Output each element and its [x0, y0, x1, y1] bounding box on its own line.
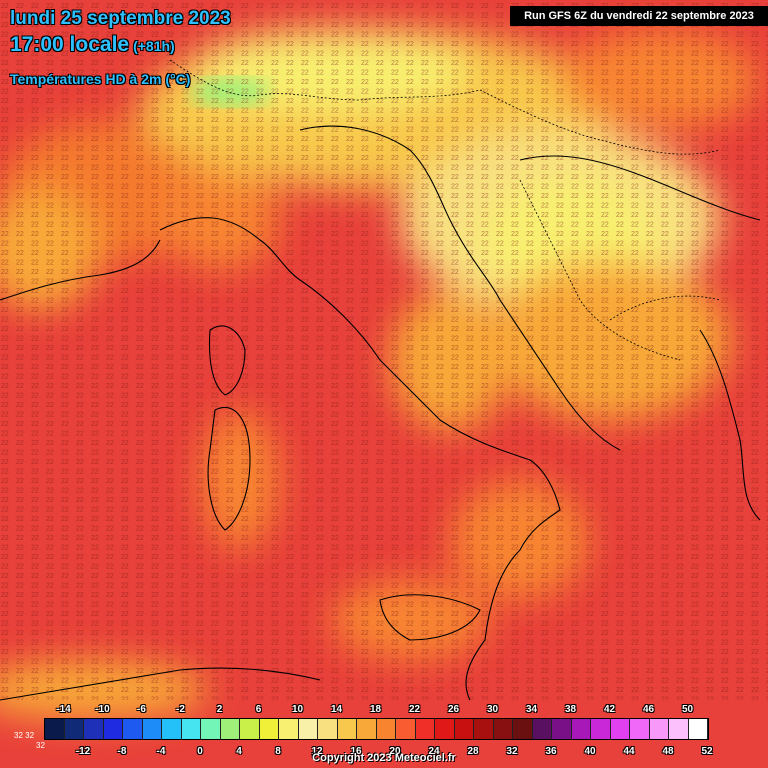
colorbar-swatch [396, 719, 416, 739]
colorbar [44, 718, 709, 740]
colorbar-swatch [435, 719, 455, 739]
legend-tick-bottom: 24 [428, 746, 440, 757]
legend-tick-top: 50 [681, 704, 694, 715]
colorbar-swatch [103, 719, 123, 739]
legend-tick-top: 42 [603, 704, 616, 715]
forecast-date: lundi 25 septembre 2023 [10, 8, 231, 29]
lead-time: (+81h) [133, 38, 175, 54]
colorbar-swatch [415, 719, 435, 739]
corner-value-1: 32 32 [14, 731, 35, 740]
color-legend: 32 32 32 -14 -10 -6 -2 2 6 10 14 18 22 26 30 34 38 42 4… [0, 698, 768, 768]
legend-tick-top: 22 [408, 704, 421, 715]
colorbar-swatch [84, 719, 104, 739]
legend-tick-bottom: -8 [117, 746, 127, 757]
colorbar-swatch [571, 719, 591, 739]
legend-tick-bottom: 28 [467, 746, 479, 757]
legend-tick-top: 46 [642, 704, 655, 715]
legend-tick-bottom: 0 [197, 746, 203, 757]
legend-tick-top: 14 [330, 704, 343, 715]
colorbar-swatch [298, 719, 318, 739]
legend-tick-bottom: 36 [545, 746, 557, 757]
colorbar-swatch [162, 719, 182, 739]
legend-tick-bottom: 12 [311, 746, 323, 757]
legend-tick-bottom: 20 [389, 746, 401, 757]
legend-tick-top: 6 [255, 704, 262, 715]
legend-tick-bottom: 4 [236, 746, 242, 757]
legend-tick-top: -2 [176, 704, 185, 715]
legend-tick-top: 38 [564, 704, 577, 715]
legend-tick-top: 2 [216, 704, 223, 715]
colorbar-swatch [669, 719, 689, 739]
corner-value-2: 32 [36, 741, 45, 750]
colorbar-swatch [240, 719, 260, 739]
colorbar-swatch [649, 719, 669, 739]
variable-title: Températures HD à 2m (°C) [10, 71, 191, 87]
colorbar-swatch [64, 719, 84, 739]
colorbar-swatch [376, 719, 396, 739]
colorbar-swatch [688, 719, 708, 739]
colorbar-swatch [123, 719, 143, 739]
legend-tick-top: -10 [95, 704, 110, 715]
colorbar-swatch [142, 719, 162, 739]
colorbar-swatch [513, 719, 533, 739]
legend-tick-bottom: 44 [623, 746, 635, 757]
colorbar-swatch [279, 719, 299, 739]
colorbar-swatch [259, 719, 279, 739]
colorbar-swatch [220, 719, 240, 739]
legend-tick-top: -14 [56, 704, 71, 715]
time-label: 17:00 locale [10, 33, 130, 56]
borders [169, 59, 721, 361]
colorbar-swatch [337, 719, 357, 739]
legend-tick-bottom: 52 [701, 746, 713, 757]
legend-tick-bottom: 8 [275, 746, 281, 757]
coastlines [0, 125, 761, 701]
legend-tick-bottom: 16 [350, 746, 362, 757]
colorbar-swatch [552, 719, 572, 739]
colorbar-swatch [201, 719, 221, 739]
colorbar-swatch [610, 719, 630, 739]
run-info: Run GFS 6Z du vendredi 22 septembre 2023 [510, 6, 768, 26]
colorbar-swatch [181, 719, 201, 739]
value-grid [0, 0, 768, 700]
legend-tick-bottom: 48 [662, 746, 674, 757]
colorbar-swatch [532, 719, 552, 739]
legend-tick-top: 30 [486, 704, 499, 715]
colorbar-swatch [591, 719, 611, 739]
legend-tick-bottom: -4 [156, 746, 166, 757]
legend-tick-bottom: -12 [75, 746, 91, 757]
legend-tick-top: 18 [369, 704, 382, 715]
legend-tick-top: 34 [525, 704, 538, 715]
colorbar-swatch [493, 719, 513, 739]
legend-tick-bottom: 32 [506, 746, 518, 757]
colorbar-swatch [357, 719, 377, 739]
legend-tick-bottom: 40 [584, 746, 596, 757]
legend-tick-top: -6 [137, 704, 146, 715]
colorbar-swatch [45, 719, 65, 739]
colorbar-swatch [318, 719, 338, 739]
legend-tick-top: 10 [291, 704, 304, 715]
colorbar-swatch [454, 719, 474, 739]
legend-tick-top: 26 [447, 704, 460, 715]
forecast-time: 17:00 locale (+81h) [10, 33, 175, 57]
colorbar-swatch [474, 719, 494, 739]
copyright: Copyright 2023 Meteociel.fr [312, 752, 456, 764]
colorbar-swatch [630, 719, 650, 739]
